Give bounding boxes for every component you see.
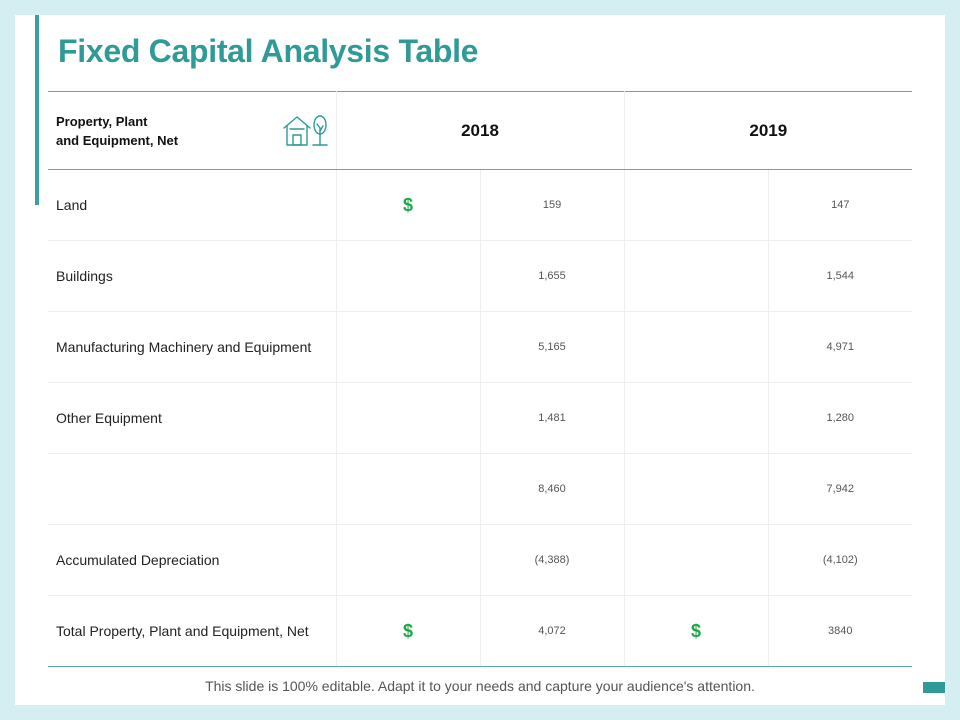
empty-cell [624,311,769,383]
header-label-line1: Property, Plant [56,113,148,129]
value-2019: (4,102) [768,524,913,596]
header-label-cell: Property, Plant and Equipment, Net [48,91,337,170]
value-2018: 4,072 [480,595,625,667]
value-2018: 5,165 [480,311,625,383]
table-row: Accumulated Depreciation (4,388) (4,102) [48,524,913,596]
corner-accent [923,682,945,693]
empty-cell [624,382,769,454]
row-label: Manufacturing Machinery and Equipment [48,311,337,383]
value-2019: 7,942 [768,453,913,525]
table-row: 8,460 7,942 [48,453,913,525]
year-2018-header: 2018 [336,91,625,170]
empty-cell [624,453,769,525]
dollar-sign: $ [624,595,769,667]
value-2019: 4,971 [768,311,913,383]
accent-bar [35,15,39,205]
slide-title: Fixed Capital Analysis Table [58,33,479,69]
table-row: Land $ 159 147 [48,169,913,241]
dollar-sign: $ [336,169,481,241]
slide: Fixed Capital Analysis Table Property, P… [15,15,945,705]
table-row: Manufacturing Machinery and Equipment 5,… [48,311,913,383]
value-2018: 1,481 [480,382,625,454]
table-row: Total Property, Plant and Equipment, Net… [48,595,913,667]
row-label: Accumulated Depreciation [48,524,337,596]
dollar-sign: $ [336,595,481,667]
empty-cell [336,240,481,312]
value-2018: 1,655 [480,240,625,312]
table-row: Buildings 1,655 1,544 [48,240,913,312]
fixed-capital-table: Property, Plant and Equipment, Net [48,91,913,667]
footer-note: This slide is 100% editable. Adapt it to… [205,678,755,694]
row-label: Total Property, Plant and Equipment, Net [48,595,337,667]
value-2018: 8,460 [480,453,625,525]
house-and-tree-icon [282,115,328,146]
row-label: Buildings [48,240,337,312]
empty-cell [336,453,481,525]
empty-cell [336,311,481,383]
year-2019-header: 2019 [624,91,913,170]
table-row: Other Equipment 1,481 1,280 [48,382,913,454]
value-2019: 1,544 [768,240,913,312]
value-2019: 1,280 [768,382,913,454]
table-header-row: Property, Plant and Equipment, Net [48,91,913,170]
value-2019: 147 [768,169,913,241]
empty-cell [336,524,481,596]
empty-cell [624,240,769,312]
value-2018: (4,388) [480,524,625,596]
value-2019: 3840 [768,595,913,667]
header-label-line2: and Equipment, Net [56,132,179,148]
row-label: Other Equipment [48,382,337,454]
empty-cell [624,169,769,241]
empty-cell [336,382,481,454]
value-2018: 159 [480,169,625,241]
row-label: Land [48,169,337,241]
empty-cell [624,524,769,596]
row-label [48,453,337,525]
